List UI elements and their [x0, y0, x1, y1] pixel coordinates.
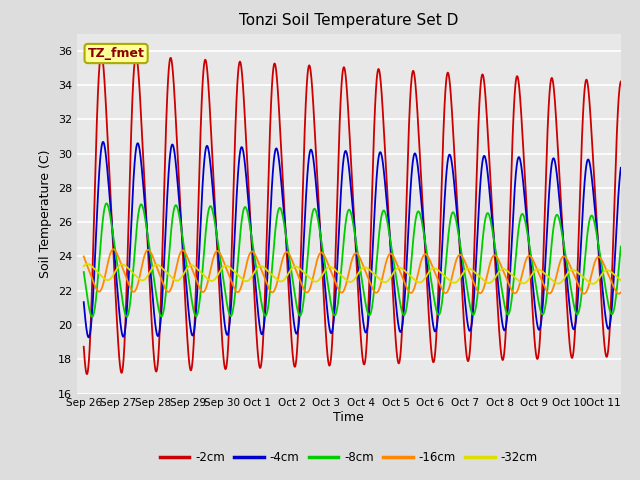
-16cm: [80, 253, 88, 259]
-4cm: [80, 299, 88, 305]
-4cm: [607, 317, 614, 323]
-32cm: [309, 278, 317, 284]
Title: Tonzi Soil Temperature Set D: Tonzi Soil Temperature Set D: [239, 13, 458, 28]
-2cm: [141, 197, 149, 203]
-32cm: [173, 278, 181, 284]
-8cm: [310, 207, 317, 213]
Y-axis label: Soil Temperature (C): Soil Temperature (C): [39, 149, 52, 278]
-8cm: [88, 314, 96, 320]
-32cm: [548, 277, 556, 283]
-4cm: [84, 335, 92, 340]
-16cm: [617, 289, 625, 295]
-32cm: [80, 264, 88, 269]
-4cm: [310, 156, 317, 162]
-2cm: [310, 102, 317, 108]
-4cm: [286, 280, 294, 286]
-32cm: [286, 268, 294, 274]
-16cm: [173, 262, 181, 267]
-2cm: [173, 144, 181, 149]
-2cm: [83, 371, 91, 377]
-2cm: [549, 78, 557, 84]
X-axis label: Time: Time: [333, 411, 364, 424]
-32cm: [589, 281, 596, 287]
-8cm: [173, 204, 181, 210]
-16cm: [607, 276, 614, 282]
Line: -32cm: -32cm: [84, 264, 621, 284]
-2cm: [607, 309, 614, 314]
-8cm: [617, 244, 625, 250]
-4cm: [99, 139, 107, 145]
-4cm: [173, 175, 181, 181]
-2cm: [617, 79, 625, 84]
-8cm: [102, 201, 110, 206]
-2cm: [80, 344, 88, 349]
-32cm: [141, 276, 149, 282]
-8cm: [549, 231, 557, 237]
Legend: -2cm, -4cm, -8cm, -16cm, -32cm: -2cm, -4cm, -8cm, -16cm, -32cm: [155, 446, 543, 469]
-8cm: [286, 260, 294, 266]
-16cm: [109, 246, 117, 252]
-32cm: [607, 269, 614, 275]
-16cm: [309, 274, 317, 280]
-8cm: [141, 217, 149, 223]
Line: -16cm: -16cm: [84, 249, 621, 294]
Text: TZ_fmet: TZ_fmet: [88, 47, 145, 60]
-8cm: [80, 269, 88, 275]
-32cm: [617, 277, 625, 283]
-8cm: [607, 310, 614, 315]
-2cm: [286, 312, 294, 318]
Line: -2cm: -2cm: [84, 54, 621, 374]
Line: -4cm: -4cm: [84, 142, 621, 337]
-16cm: [615, 291, 623, 297]
-4cm: [141, 207, 149, 213]
-16cm: [548, 287, 556, 293]
-2cm: [97, 51, 105, 57]
-32cm: [84, 261, 92, 267]
Line: -8cm: -8cm: [84, 204, 621, 317]
-4cm: [617, 165, 625, 171]
-16cm: [141, 251, 149, 256]
-16cm: [286, 252, 294, 258]
-4cm: [549, 156, 557, 162]
